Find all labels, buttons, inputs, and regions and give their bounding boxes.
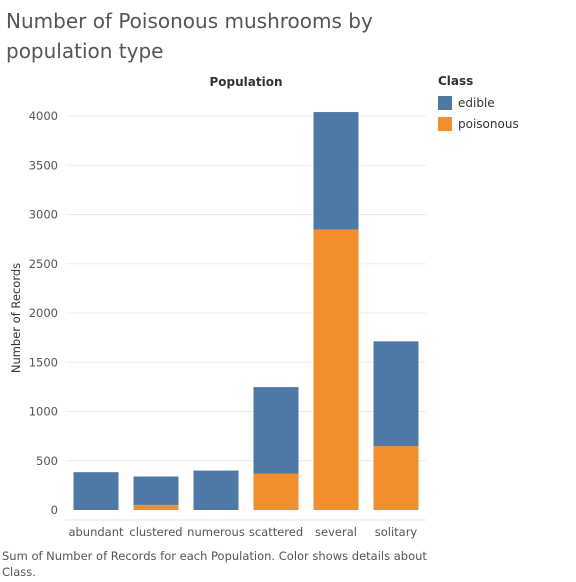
y-tick-label: 1000 bbox=[29, 405, 58, 419]
bar-several-poisonous[interactable] bbox=[313, 229, 359, 511]
legend-item-poisonous[interactable]: poisonous bbox=[438, 113, 519, 134]
legend-label-edible: edible bbox=[458, 95, 495, 110]
x-tick-label-numerous: numerous bbox=[187, 525, 245, 539]
y-tick-label: 500 bbox=[36, 454, 58, 468]
legend-item-edible[interactable]: edible bbox=[438, 92, 519, 113]
x-tick-label-abundant: abundant bbox=[68, 525, 124, 539]
gridlines bbox=[66, 115, 426, 462]
column-header: Population bbox=[209, 75, 282, 89]
bar-solitary-edible[interactable] bbox=[373, 341, 419, 447]
bar-scattered-poisonous[interactable] bbox=[253, 473, 299, 510]
legend-label-poisonous: poisonous bbox=[458, 116, 519, 131]
x-axis-ticks: abundant clustered numerous scattered severa… bbox=[68, 525, 417, 539]
legend-swatch-edible bbox=[438, 95, 452, 110]
legend-swatch-poisonous bbox=[438, 116, 452, 131]
bar-several-edible[interactable] bbox=[313, 112, 359, 230]
bar-clustered-edible[interactable] bbox=[133, 476, 179, 505]
legend: Class edible poisonous bbox=[438, 74, 519, 134]
legend-title: Class bbox=[438, 74, 474, 88]
bars bbox=[73, 112, 419, 511]
y-tick-label: 1500 bbox=[29, 355, 58, 369]
x-tick-label-several: several bbox=[315, 525, 357, 539]
x-tick-label-clustered: clustered bbox=[129, 525, 182, 539]
chart-caption: Sum of Number of Records for each Popula… bbox=[2, 549, 427, 579]
bar-clustered-poisonous[interactable] bbox=[133, 504, 179, 510]
y-tick-label: 2000 bbox=[29, 306, 58, 320]
bar-scattered-edible[interactable] bbox=[253, 387, 299, 474]
y-tick-label: 4000 bbox=[29, 109, 58, 123]
y-tick-label: 0 bbox=[51, 503, 58, 517]
y-tick-label: 3000 bbox=[29, 208, 58, 222]
y-axis-ticks: 0 500 1000 1500 2000 2500 3000 3500 4000 bbox=[29, 109, 58, 517]
y-tick-label: 2500 bbox=[29, 257, 58, 271]
stacked-bar-chart: Population Number of Records 0 500 1000 150… bbox=[9, 75, 426, 539]
chart-title: Number of Poisonous mushrooms by populat… bbox=[6, 9, 373, 63]
y-tick-label: 3500 bbox=[29, 158, 58, 172]
x-tick-label-solitary: solitary bbox=[375, 525, 418, 539]
x-tick-label-scattered: scattered bbox=[249, 525, 303, 539]
bar-numerous-edible[interactable] bbox=[193, 470, 239, 510]
bar-solitary-poisonous[interactable] bbox=[373, 446, 419, 510]
y-axis-label: Number of Records bbox=[9, 263, 23, 373]
bar-abundant-edible[interactable] bbox=[73, 472, 119, 510]
